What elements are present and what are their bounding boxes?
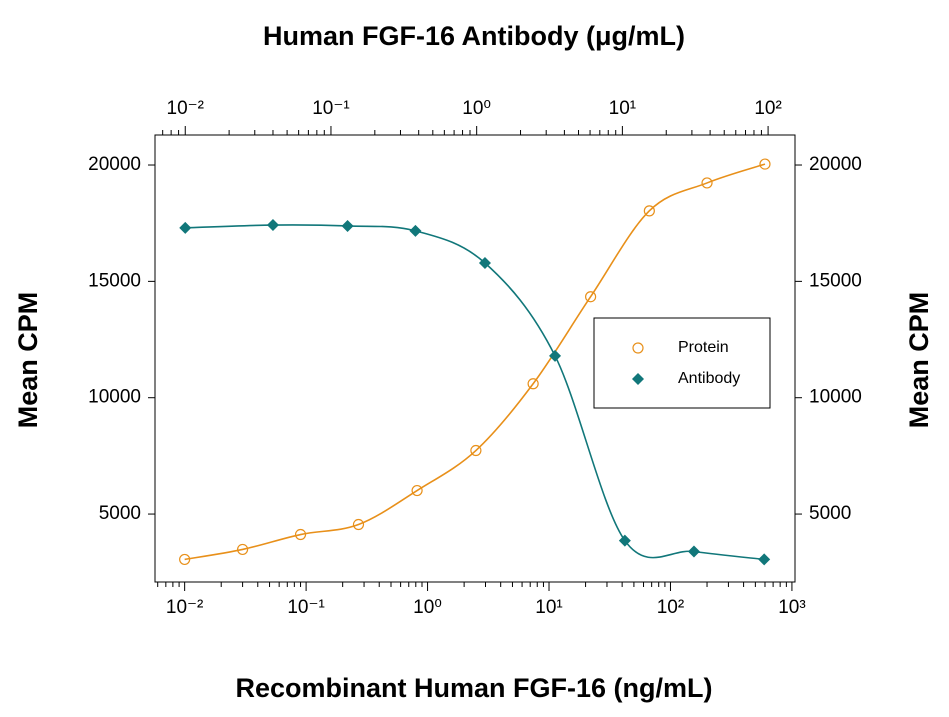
diamond-marker: [478, 256, 491, 269]
x-tick-label: 10¹: [535, 597, 562, 618]
y2-axis-title: Mean CPM: [904, 292, 934, 429]
x-tick-label: 10²: [657, 597, 684, 618]
diamond-marker: [618, 534, 631, 547]
x-tick-label: 10³: [778, 597, 805, 618]
y2-tick-label: 15000: [809, 270, 862, 291]
diamond-marker: [266, 219, 279, 232]
diamond-marker: [179, 221, 192, 234]
x2-tick-label: 10¹: [609, 98, 636, 119]
circle-marker: [352, 518, 365, 531]
diamond-marker: [549, 349, 562, 362]
x-axis-title: Recombinant Human FGF-16 (ng/mL): [235, 673, 712, 703]
circle-marker: [470, 444, 482, 457]
x2-tick-label: 10⁰: [462, 98, 491, 119]
y2-tick-label: 10000: [809, 387, 862, 408]
y-tick-label: 20000: [88, 154, 141, 175]
circle-marker: [411, 484, 423, 497]
y-tick-label: 10000: [88, 387, 141, 408]
diamond-marker: [632, 373, 644, 385]
x-tick-label: 10⁰: [413, 597, 442, 618]
circle-marker: [179, 553, 191, 566]
y-axis-title: Mean CPM: [13, 292, 43, 429]
circle-marker: [527, 378, 539, 390]
x-tick-label: 10⁻²: [166, 597, 204, 618]
circle-marker: [643, 205, 655, 217]
fit-curve: [185, 224, 765, 561]
legend-box: [593, 317, 771, 409]
fit-curve: [184, 163, 766, 561]
y-tick-label: 5000: [99, 503, 141, 524]
x2-tick-label: 10²: [754, 98, 781, 119]
y2-tick-label: 20000: [809, 154, 862, 175]
plot-frame: [154, 134, 796, 583]
x2-tick-label: 10⁻¹: [312, 98, 350, 119]
circle-marker: [585, 291, 597, 303]
circle-marker: [632, 342, 644, 354]
x2-axis-title: Human FGF-16 Antibody (μg/mL): [263, 21, 685, 51]
legend-label: Antibody: [678, 370, 740, 387]
circle-marker: [759, 158, 771, 170]
y2-tick-label: 5000: [809, 503, 851, 524]
circle-marker: [701, 177, 713, 189]
diamond-marker: [758, 553, 771, 566]
circle-marker: [294, 528, 307, 541]
diamond-marker: [409, 224, 422, 237]
diamond-marker: [687, 545, 700, 558]
y-tick-label: 15000: [88, 270, 141, 291]
circle-marker: [236, 543, 249, 556]
diamond-marker: [341, 219, 354, 232]
x-tick-label: 10⁻¹: [287, 597, 325, 618]
legend-label: Protein: [678, 339, 729, 356]
x2-tick-label: 10⁻²: [167, 98, 205, 119]
